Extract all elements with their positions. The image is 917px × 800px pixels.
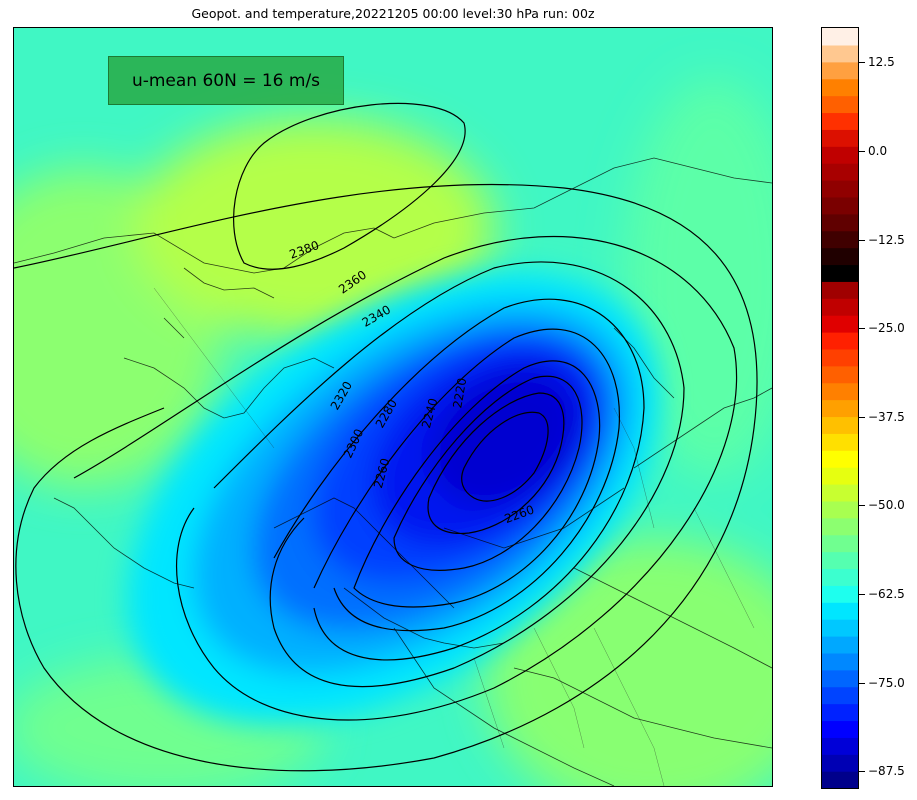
colorbar-swatch bbox=[822, 348, 858, 367]
colorbar-swatch bbox=[822, 95, 858, 114]
colorbar-swatch bbox=[822, 450, 858, 468]
colorbar-tick bbox=[859, 328, 865, 330]
colorbar-tick-label: −12.5 bbox=[868, 232, 905, 247]
chart-title: Geopot. and temperature,20221205 00:00 l… bbox=[191, 6, 595, 21]
colorbar-tick bbox=[859, 416, 865, 418]
colorbar-swatch bbox=[822, 771, 858, 788]
colorbar-tick-label: −25.0 bbox=[868, 321, 905, 336]
colorbar-swatch bbox=[822, 399, 858, 418]
colorbar-swatch bbox=[822, 112, 858, 130]
colorbar-tick bbox=[859, 682, 865, 684]
geopotential-contours bbox=[14, 102, 758, 772]
colorbar-swatch bbox=[822, 433, 858, 451]
colorbar-tick bbox=[859, 239, 865, 241]
colorbar-tick-label: 12.5 bbox=[868, 55, 895, 70]
colorbar-swatch bbox=[822, 602, 858, 620]
colorbar-swatch bbox=[822, 315, 858, 333]
colorbar-swatch bbox=[822, 754, 858, 772]
colorbar-swatch bbox=[822, 196, 858, 215]
colorbar-swatch bbox=[822, 737, 858, 755]
colorbar bbox=[821, 27, 859, 789]
colorbar-swatch bbox=[822, 551, 858, 570]
colorbar-swatch bbox=[822, 585, 858, 603]
colorbar-swatch bbox=[822, 365, 858, 384]
u-mean-info-box: u-mean 60N = 16 m/s bbox=[108, 56, 344, 105]
colorbar-swatches bbox=[822, 28, 858, 788]
country-borders bbox=[153, 287, 755, 786]
colorbar-tick-label: −62.5 bbox=[868, 587, 905, 602]
contour-label: 2220 bbox=[450, 377, 469, 410]
colorbar-swatch bbox=[822, 703, 858, 722]
colorbar-swatch bbox=[822, 534, 858, 553]
colorbar-swatch bbox=[822, 669, 858, 688]
colorbar-swatch bbox=[822, 129, 858, 147]
colorbar-tick bbox=[859, 151, 865, 153]
colorbar-swatch bbox=[822, 44, 858, 63]
coastlines bbox=[14, 157, 772, 786]
colorbar-swatch bbox=[822, 332, 858, 350]
colorbar-swatch bbox=[822, 213, 858, 232]
colorbar-swatch bbox=[822, 416, 858, 434]
colorbar-tick bbox=[859, 62, 865, 64]
colorbar-swatch bbox=[822, 619, 858, 637]
colorbar-swatch bbox=[822, 146, 858, 164]
colorbar-swatch bbox=[822, 264, 858, 282]
colorbar-swatch bbox=[822, 652, 858, 671]
colorbar-tick-label: −50.0 bbox=[868, 498, 905, 513]
colorbar-swatch bbox=[822, 78, 858, 97]
map-canvas: 2380 2360 2340 2320 2300 2280 2260 2240 … bbox=[14, 28, 772, 786]
colorbar-swatch bbox=[822, 467, 858, 485]
colorbar-tick-label: −75.0 bbox=[868, 675, 905, 690]
colorbar-swatch bbox=[822, 484, 858, 502]
colorbar-swatch bbox=[822, 720, 858, 738]
colorbar-swatch bbox=[822, 180, 858, 198]
colorbar-tick-label: 0.0 bbox=[868, 144, 888, 159]
colorbar-swatch bbox=[822, 247, 858, 266]
colorbar-swatch bbox=[822, 230, 858, 249]
colorbar-swatch bbox=[822, 28, 858, 46]
colorbar-swatch bbox=[822, 281, 858, 299]
colorbar-tick bbox=[859, 771, 865, 773]
colorbar-swatch bbox=[822, 382, 858, 401]
colorbar-swatch bbox=[822, 500, 858, 519]
colorbar-swatch bbox=[822, 61, 858, 80]
colorbar-swatch bbox=[822, 298, 858, 316]
colorbar-swatch bbox=[822, 686, 858, 705]
colorbar-swatch bbox=[822, 163, 858, 181]
colorbar-tick bbox=[859, 505, 865, 507]
map-panel: 2380 2360 2340 2320 2300 2280 2260 2240 … bbox=[13, 27, 773, 787]
colorbar-swatch bbox=[822, 568, 858, 586]
colorbar-swatch bbox=[822, 517, 858, 536]
colorbar-tick bbox=[859, 594, 865, 596]
colorbar-swatch bbox=[822, 636, 858, 654]
colorbar-tick-label: −37.5 bbox=[868, 409, 905, 424]
colorbar-tick-label: −87.5 bbox=[868, 764, 905, 779]
